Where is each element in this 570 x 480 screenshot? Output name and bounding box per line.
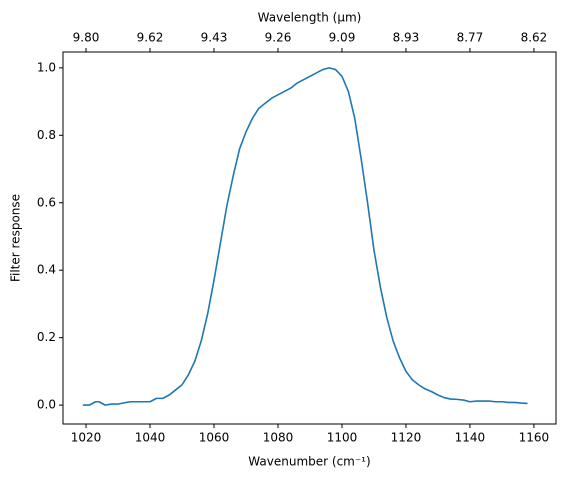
y-axis-label: Filter response xyxy=(9,194,23,282)
y-tick-label: 0.4 xyxy=(37,263,56,277)
x2-tick-label: 9.43 xyxy=(201,31,228,45)
x2-tick-label: 9.62 xyxy=(137,31,164,45)
x2-tick-label: 9.80 xyxy=(73,31,100,45)
x-tick-label: 1160 xyxy=(519,431,550,445)
x-tick-label: 1100 xyxy=(327,431,358,445)
x-tick-label: 1060 xyxy=(199,431,230,445)
x-tick-label: 1020 xyxy=(71,431,102,445)
y-tick-label: 0.0 xyxy=(37,398,56,412)
y-tick-label: 0.6 xyxy=(37,195,56,209)
y-tick-label: 0.2 xyxy=(37,330,56,344)
x-axis-label: Wavenumber (cm⁻¹) xyxy=(248,455,370,469)
plot-frame xyxy=(62,51,557,425)
x-tick-label: 1140 xyxy=(455,431,486,445)
x2-tick-label: 8.77 xyxy=(457,31,484,45)
x2-axis-label: Wavelength (μm) xyxy=(258,11,362,25)
x2-tick-label: 8.62 xyxy=(521,31,548,45)
x-tick-label: 1120 xyxy=(391,431,422,445)
x2-tick-label: 8.93 xyxy=(393,31,420,45)
x2-tick-label: 9.09 xyxy=(329,31,356,45)
x-tick-label: 1080 xyxy=(263,431,294,445)
x-tick-label: 1040 xyxy=(135,431,166,445)
y-tick-label: 1.0 xyxy=(37,60,56,74)
data-line xyxy=(82,67,528,406)
x2-tick-label: 9.26 xyxy=(265,31,292,45)
y-tick-label: 0.8 xyxy=(37,128,56,142)
